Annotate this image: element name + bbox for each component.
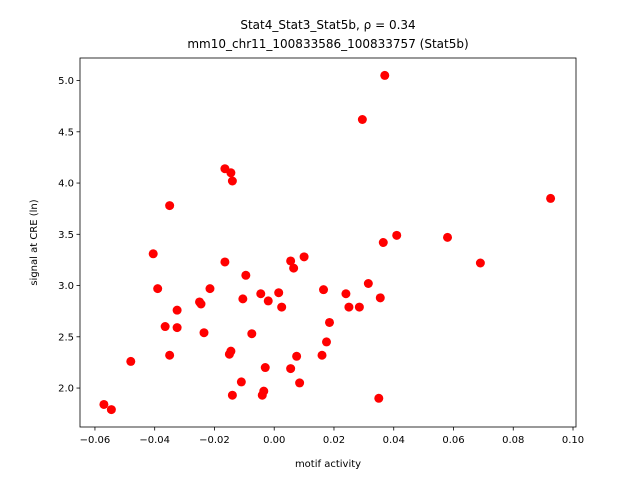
data-point [286, 364, 296, 374]
data-point [286, 256, 296, 266]
data-point [165, 201, 175, 211]
data-point [226, 346, 236, 356]
y-axis-label: signal at CRE (ln) [29, 199, 40, 285]
data-point [160, 322, 170, 332]
data-point [165, 350, 175, 360]
data-point [319, 285, 329, 295]
data-point [247, 329, 257, 339]
data-point [99, 399, 109, 409]
data-point [172, 305, 182, 315]
x-tick-label: −0.04 [139, 435, 170, 446]
data-point [357, 115, 367, 124]
data-point [295, 378, 305, 388]
y-tick-label: 4.5 [58, 127, 74, 138]
x-tick-label: 0.06 [442, 435, 464, 446]
y-tick-label: 2.0 [58, 384, 74, 395]
y-tick-label: 5.0 [58, 76, 74, 87]
data-point [354, 302, 364, 312]
x-tick-label: 0.04 [383, 435, 405, 446]
data-point [341, 289, 351, 299]
data-point [260, 363, 270, 373]
data-point [205, 284, 215, 294]
data-point [374, 393, 384, 403]
plot-area [99, 70, 556, 415]
data-point [443, 232, 453, 242]
axes-frame [79, 57, 577, 428]
y-tick-label: 2.5 [58, 332, 74, 343]
data-point [292, 351, 302, 361]
data-point [153, 284, 163, 294]
data-point [363, 279, 373, 288]
data-point [172, 323, 182, 333]
data-point [226, 168, 236, 178]
data-point [256, 289, 266, 299]
data-point [324, 317, 334, 327]
data-point [238, 294, 248, 304]
data-point [241, 270, 251, 280]
data-point [126, 356, 136, 366]
x-tick-label: 0.10 [562, 435, 584, 446]
data-point [220, 257, 230, 267]
y-tick-label: 3.0 [58, 281, 74, 292]
data-point [277, 302, 287, 312]
data-point [196, 299, 206, 309]
data-point [289, 263, 299, 273]
data-point [299, 252, 309, 262]
data-point [378, 238, 388, 247]
data-point [392, 230, 402, 240]
x-tick-label: 0.08 [502, 435, 524, 446]
data-point [546, 193, 556, 203]
x-axis: −0.06 −0.04 −0.02 0.00 0.02 0.04 0.06 0.08 0.10 [80, 427, 584, 446]
data-point [375, 293, 385, 303]
data-point [380, 70, 390, 80]
x-tick-label: −0.02 [199, 435, 230, 446]
data-point [344, 302, 354, 312]
data-point [106, 405, 116, 415]
y-tick-label: 3.5 [58, 230, 74, 241]
data-point [199, 328, 209, 338]
data-point [236, 377, 246, 387]
x-axis-label: motif activity [295, 459, 361, 470]
data-point [317, 350, 327, 360]
data-point [227, 390, 237, 400]
x-tick-label: 0.00 [263, 435, 285, 446]
data-point [274, 288, 284, 298]
data-point [263, 296, 273, 306]
x-tick-label: −0.06 [80, 435, 111, 446]
chart-title-line2: mm10_chr11_100833586_100833757 (Stat5b) [187, 37, 468, 51]
y-axis: 2.0 2.5 3.0 3.5 4.0 4.5 5.0 [58, 76, 80, 395]
data-point [322, 337, 332, 347]
data-point [475, 258, 485, 268]
x-tick-label: 0.02 [323, 435, 345, 446]
y-tick-label: 4.0 [58, 179, 74, 190]
chart-title-line1: Stat4_Stat3_Stat5b, ρ = 0.34 [240, 18, 415, 32]
data-point [148, 249, 158, 259]
data-point [227, 176, 237, 186]
data-point [259, 386, 269, 396]
